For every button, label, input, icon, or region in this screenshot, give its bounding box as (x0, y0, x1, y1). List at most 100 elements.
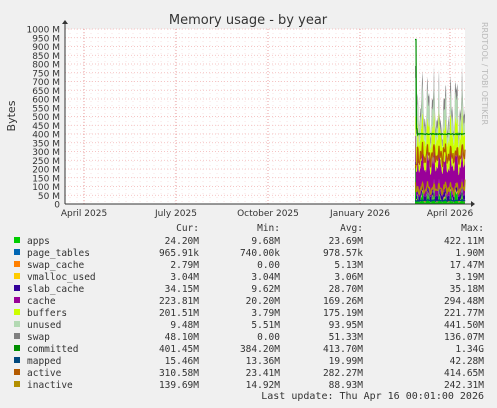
y-axis-label: Bytes (5, 100, 18, 131)
legend-label-inactive: inactive (27, 380, 73, 391)
legend-swatch-cache (14, 297, 20, 303)
legend-max-inactive: 242.31M (444, 380, 484, 391)
y-tick-label: 850 M (32, 52, 60, 62)
y-tick-label: 1000 M (26, 26, 60, 36)
y-tick-label: 150 M (32, 174, 60, 184)
line-mapped (414, 198, 466, 203)
legend-swatch-buffers (14, 309, 20, 315)
legend-avg-unused: 93.95M (329, 320, 364, 331)
legend-label-swap_cache: swap_cache (27, 260, 84, 271)
legend-swatch-slab_cache (14, 285, 20, 291)
y-tick-label: 200 M (32, 166, 60, 176)
legend-cur-swap: 48.10M (165, 332, 200, 343)
area-apps (415, 167, 465, 204)
legend-min-slab_cache: 9.62M (251, 284, 280, 295)
legend-header-max: Max: (461, 223, 484, 234)
legend-min-page_tables: 740.00k (240, 248, 280, 259)
legend: Cur: Min: Avg: Max: apps 24.20M 9.68M 23.69M 422… (14, 223, 484, 391)
legend-swatch-inactive (14, 381, 20, 387)
legend-label-active: active (27, 368, 62, 379)
line-layer (414, 38, 466, 203)
legend-avg-swap_cache: 5.13M (334, 260, 363, 271)
legend-avg-cache: 169.26M (323, 296, 363, 307)
y-tick-label: 400 M (32, 131, 60, 141)
legend-min-swap: 0.00 (257, 332, 280, 343)
y-tick-label: 250 M (32, 157, 60, 167)
legend-min-apps: 9.68M (251, 236, 280, 247)
legend-cur-unused: 9.48M (170, 320, 199, 331)
legend-label-unused: unused (27, 320, 61, 331)
legend-avg-page_tables: 978.57k (323, 248, 363, 259)
legend-cur-vmalloc_used: 3.04M (170, 272, 199, 283)
legend-avg-vmalloc_used: 3.06M (334, 272, 363, 283)
legend-cur-cache: 223.81M (159, 296, 199, 307)
legend-label-slab_cache: slab_cache (27, 284, 84, 295)
legend-max-cache: 294.48M (444, 296, 484, 307)
legend-min-vmalloc_used: 3.04M (251, 272, 280, 283)
legend-label-mapped: mapped (27, 356, 61, 367)
legend-max-swap_cache: 17.47M (450, 260, 485, 271)
legend-swatch-apps (14, 237, 20, 243)
grid-layer (65, 28, 465, 205)
legend-label-vmalloc_used: vmalloc_used (27, 272, 96, 283)
legend-avg-active: 282.27M (323, 368, 363, 379)
legend-cur-buffers: 201.51M (159, 308, 199, 319)
legend-avg-committed: 413.70M (323, 344, 363, 355)
y-tick-label: 650 M (32, 87, 60, 97)
y-tick-label: 50 M (38, 192, 60, 202)
legend-label-swap: swap (27, 332, 50, 343)
area-vmalloc_used (415, 164, 465, 202)
y-tick-label: 500 M (32, 113, 60, 123)
legend-swatch-swap (14, 333, 20, 339)
line-committed (415, 38, 466, 137)
y-tick-label: 550 M (32, 104, 60, 114)
legend-label-buffers: buffers (27, 308, 67, 319)
x-tick-label: July 2025 (154, 209, 197, 219)
legend-swatch-vmalloc_used (14, 273, 20, 279)
legend-cur-active: 310.58M (159, 368, 199, 379)
area-slab_cache (415, 161, 465, 202)
y-tick-label: 300 M (32, 148, 60, 158)
legend-max-buffers: 221.77M (444, 308, 484, 319)
legend-avg-swap: 51.33M (329, 332, 364, 343)
rrdtool-credit: RRDTOOL / TOBI OETIKER (480, 22, 489, 125)
y-tick-label: 0 (54, 201, 60, 211)
legend-label-committed: committed (27, 344, 78, 355)
line-inactive (414, 179, 466, 198)
legend-header-cur: Cur: (176, 223, 199, 234)
y-tick-label: 350 M (32, 139, 60, 149)
x-tick-label: April 2025 (61, 209, 107, 219)
legend-swatch-committed (14, 345, 20, 351)
legend-cur-inactive: 139.69M (159, 380, 199, 391)
legend-swatch-swap_cache (14, 261, 20, 267)
legend-min-unused: 5.51M (251, 320, 280, 331)
legend-swatch-active (14, 369, 20, 375)
legend-min-mapped: 13.36M (246, 356, 281, 367)
legend-max-swap: 136.07M (444, 332, 484, 343)
legend-swatch-unused (14, 321, 20, 327)
legend-label-apps: apps (27, 236, 50, 247)
y-tick-label: 950 M (32, 34, 60, 44)
legend-max-slab_cache: 35.18M (450, 284, 485, 295)
legend-cur-page_tables: 965.91k (159, 248, 199, 259)
legend-cur-apps: 24.20M (165, 236, 200, 247)
legend-min-cache: 20.20M (246, 296, 281, 307)
y-tick-label: 900 M (32, 43, 60, 53)
legend-max-vmalloc_used: 3.19M (455, 272, 484, 283)
legend-avg-mapped: 19.99M (329, 356, 364, 367)
y-tick-label: 750 M (32, 69, 60, 79)
line-active (414, 141, 466, 169)
legend-min-inactive: 14.92M (246, 380, 281, 391)
y-tick-label: 600 M (32, 96, 60, 106)
legend-cur-slab_cache: 34.15M (165, 284, 200, 295)
legend-avg-slab_cache: 28.70M (329, 284, 364, 295)
legend-max-committed: 1.34G (455, 344, 484, 355)
legend-max-apps: 422.11M (444, 236, 484, 247)
legend-avg-apps: 23.69M (329, 236, 364, 247)
legend-swatch-mapped (14, 357, 20, 363)
legend-avg-buffers: 175.19M (323, 308, 363, 319)
legend-label-cache: cache (27, 296, 56, 307)
legend-cur-swap_cache: 2.79M (170, 260, 199, 271)
legend-label-page_tables: page_tables (27, 248, 90, 259)
